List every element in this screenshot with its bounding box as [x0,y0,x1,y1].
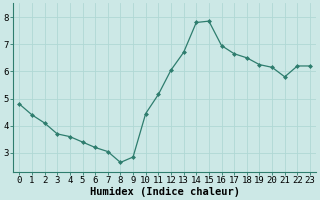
X-axis label: Humidex (Indice chaleur): Humidex (Indice chaleur) [90,186,240,197]
